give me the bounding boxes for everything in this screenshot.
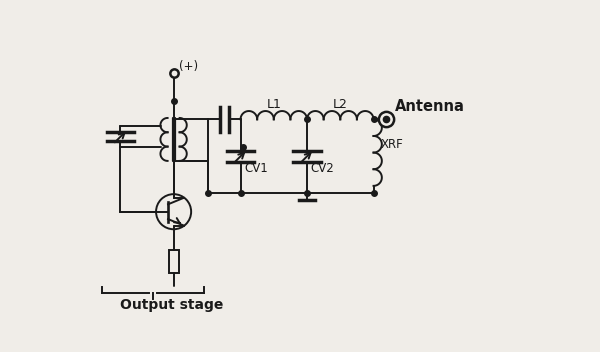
Text: L2: L2 xyxy=(333,98,348,111)
Text: Antenna: Antenna xyxy=(395,99,464,114)
Text: Output stage: Output stage xyxy=(119,298,223,312)
Text: CV2: CV2 xyxy=(311,163,334,175)
Bar xyxy=(169,250,179,273)
Text: CV1: CV1 xyxy=(244,163,268,175)
Text: L1: L1 xyxy=(266,98,281,111)
Text: XRF: XRF xyxy=(380,138,403,151)
Text: (+): (+) xyxy=(179,61,198,74)
